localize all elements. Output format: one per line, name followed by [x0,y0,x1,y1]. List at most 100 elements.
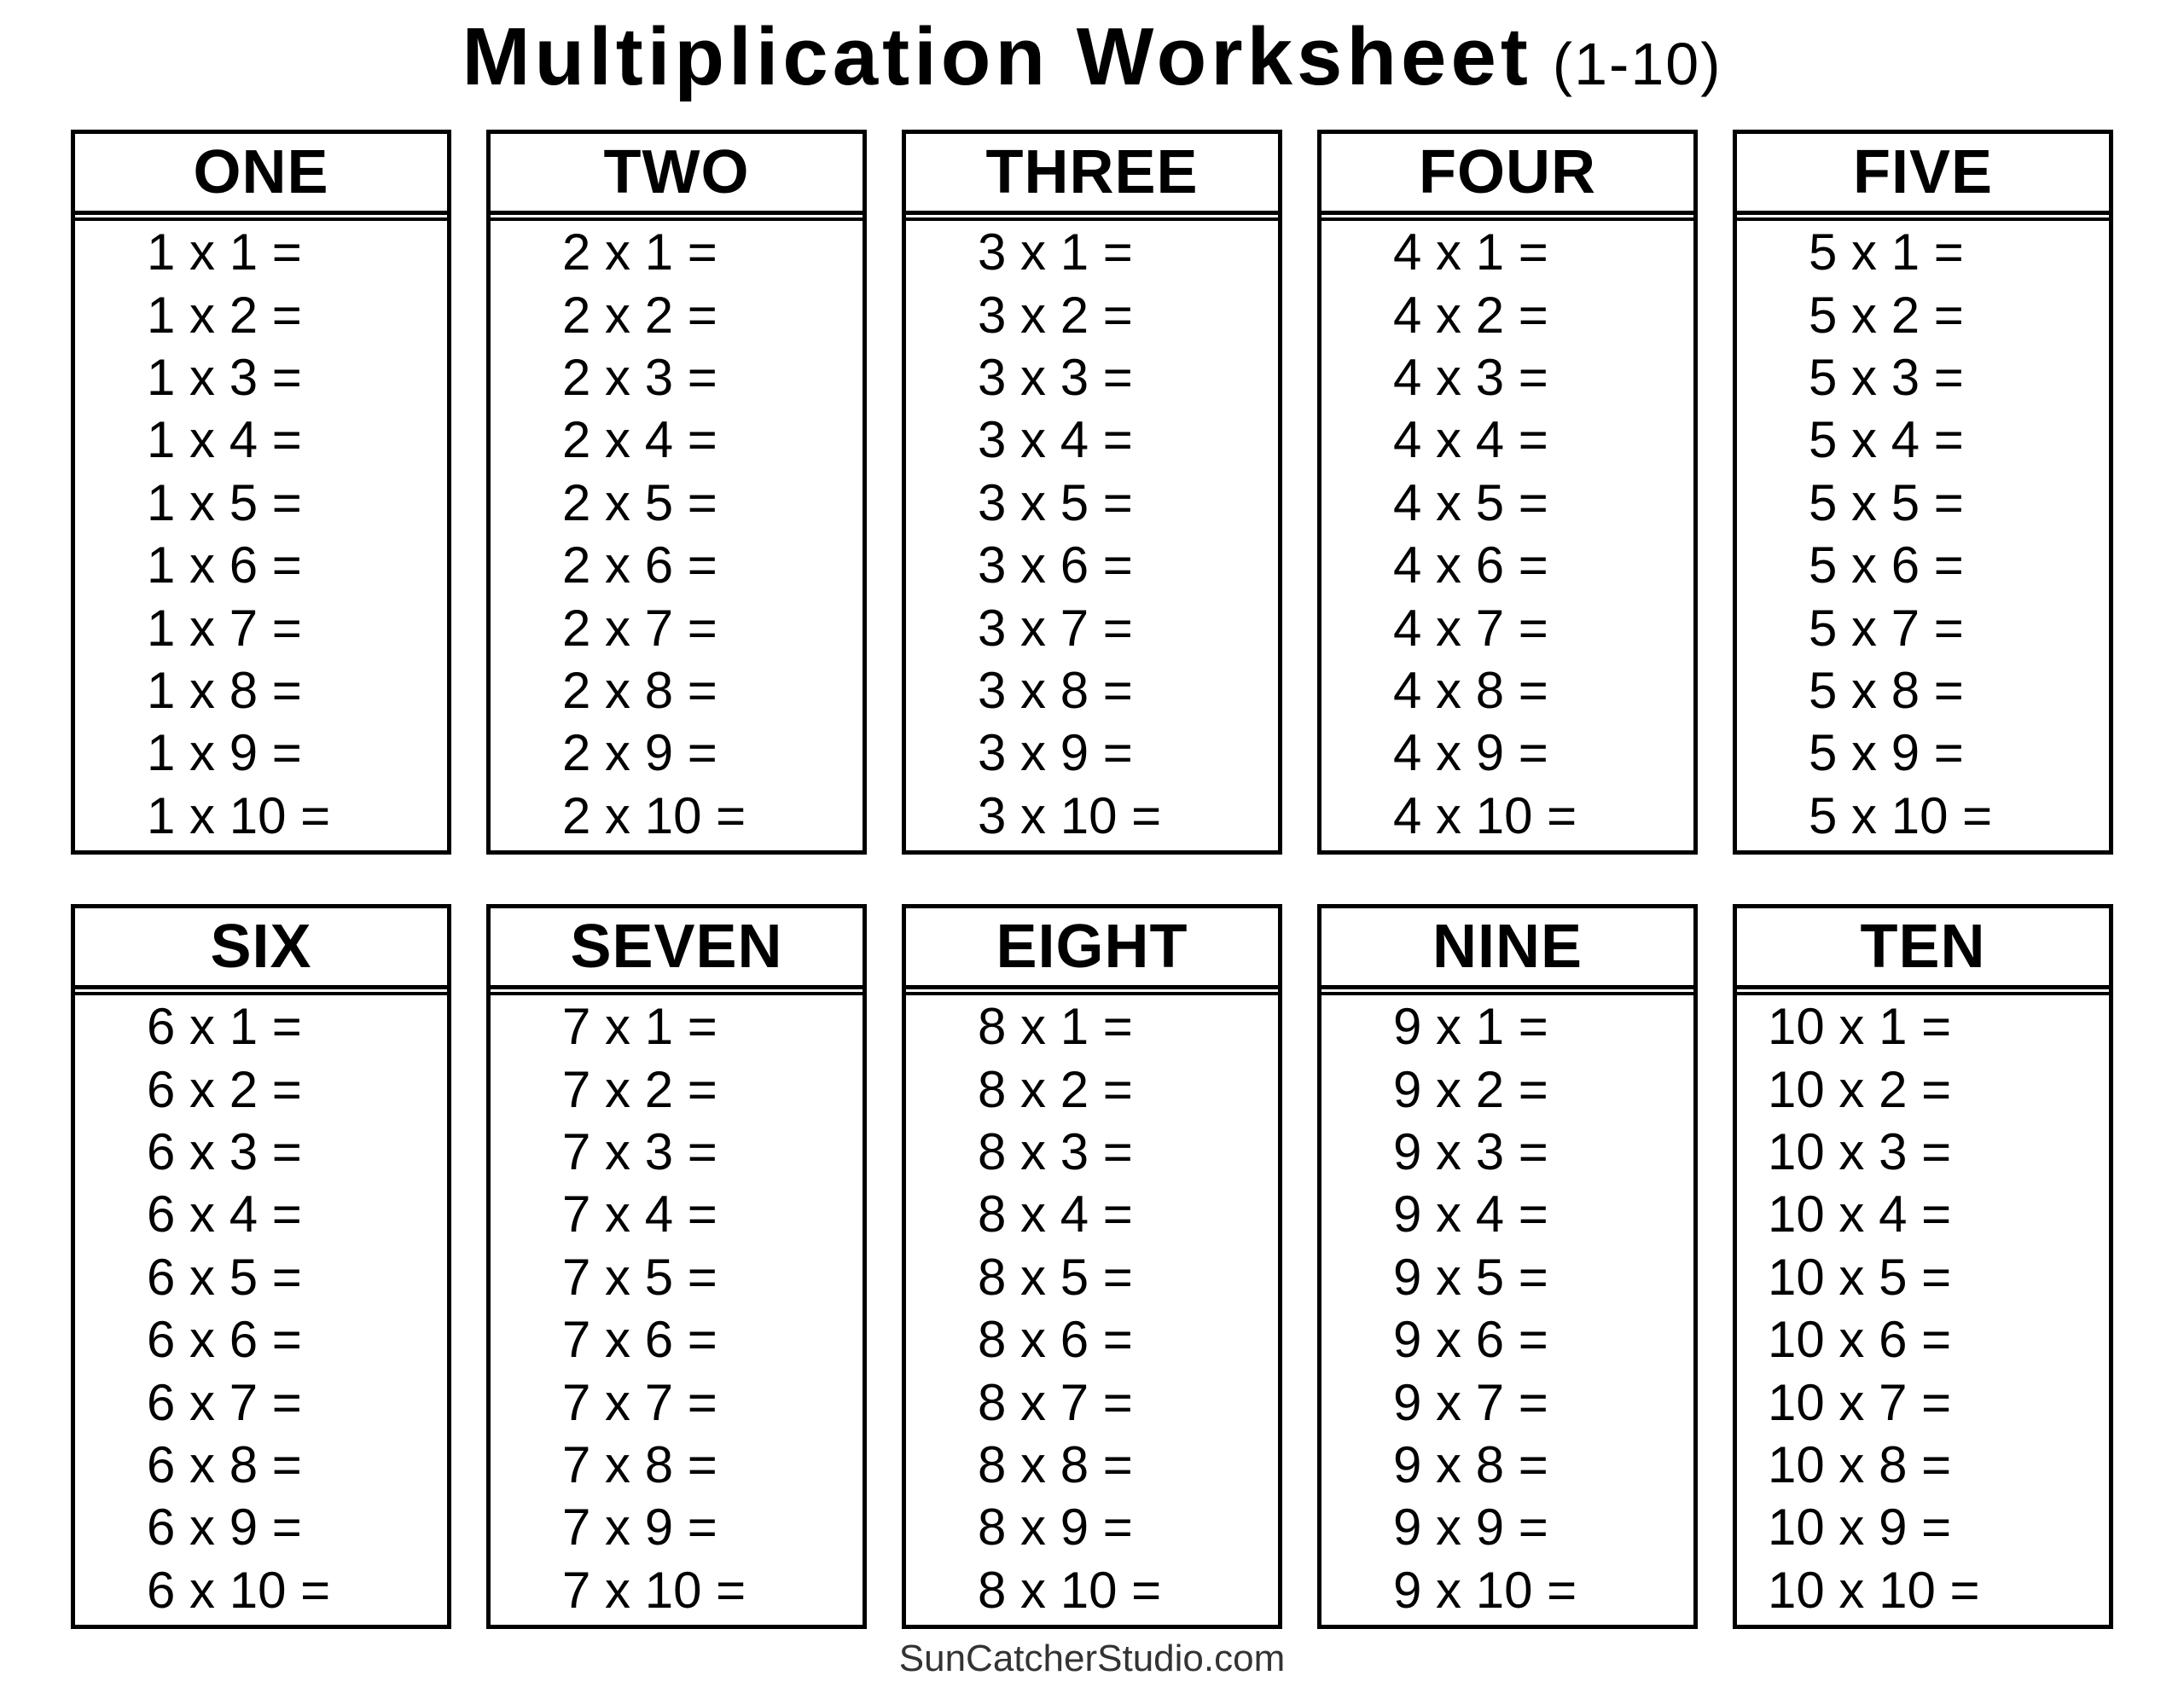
table-body: 3 x 1 = 3 x 2 = 3 x 3 = 3 x 4 = 3 x 5 = 3 x 6… [906,217,1278,847]
table-row: 9 x 6 = [1393,1311,1548,1369]
table-row: 5 x 8 = [1809,662,1964,720]
table-row: 9 x 1 = [1393,998,1548,1056]
table-row: 4 x 6 = [1393,536,1548,594]
table-row: 1 x 9 = [147,724,302,782]
times-table: TEN 10 x 1 = 10 x 2 = 10 x 3 = 10 x 4 = 10 x… [1733,904,2113,1629]
table-body: 10 x 1 = 10 x 2 = 10 x 3 = 10 x 4 = 10 x 5 =… [1737,992,2109,1621]
tables-grid: ONE 1 x 1 = 1 x 2 = 1 x 3 = 1 x 4 = 1 x 5 = 1… [71,130,2113,1629]
table-row: 10 x 1 = [1768,998,1952,1056]
table-header: TEN [1737,908,2109,989]
table-row: 10 x 9 = [1768,1499,1952,1557]
table-header: TWO [491,134,863,215]
table-row: 6 x 6 = [147,1311,302,1369]
table-row: 9 x 5 = [1393,1248,1548,1306]
table-row: 2 x 1 = [562,223,717,281]
times-table: FIVE 5 x 1 = 5 x 2 = 5 x 3 = 5 x 4 = 5 x 5 =… [1733,130,2113,855]
table-row: 5 x 3 = [1809,349,1964,407]
table-row: 1 x 7 = [147,599,302,657]
table-header: SEVEN [491,908,863,989]
table-row: 7 x 5 = [562,1248,717,1306]
footer-credit: SunCatcherStudio.com [898,1638,1286,1679]
table-row: 4 x 8 = [1393,662,1548,720]
table-row: 3 x 7 = [978,599,1133,657]
table-row: 5 x 7 = [1809,599,1964,657]
table-row: 10 x 8 = [1768,1436,1952,1494]
table-row: 10 x 4 = [1768,1186,1952,1244]
times-table: THREE 3 x 1 = 3 x 2 = 3 x 3 = 3 x 4 = 3 x 5 … [902,130,1282,855]
table-body: 1 x 1 = 1 x 2 = 1 x 3 = 1 x 4 = 1 x 5 = 1 x 6… [75,217,447,847]
table-row: 5 x 9 = [1809,724,1964,782]
times-table: FOUR 4 x 1 = 4 x 2 = 4 x 3 = 4 x 4 = 4 x 5 =… [1317,130,1698,855]
table-row: 5 x 2 = [1809,286,1964,344]
table-row: 6 x 8 = [147,1436,302,1494]
table-row: 9 x 3 = [1393,1123,1548,1181]
table-row: 9 x 7 = [1393,1373,1548,1431]
table-row: 8 x 5 = [978,1248,1133,1306]
table-row: 3 x 9 = [978,724,1133,782]
table-row: 10 x 7 = [1768,1373,1952,1431]
table-row: 6 x 9 = [147,1499,302,1557]
table-row: 7 x 4 = [562,1186,717,1244]
table-row: 8 x 8 = [978,1436,1133,1494]
table-row: 7 x 7 = [562,1373,717,1431]
table-row: 9 x 2 = [1393,1060,1548,1118]
table-header: ONE [75,134,447,215]
table-body: 2 x 1 = 2 x 2 = 2 x 3 = 2 x 4 = 2 x 5 = 2 x 6… [491,217,863,847]
table-row: 3 x 3 = [978,349,1133,407]
table-row: 7 x 1 = [562,998,717,1056]
times-table: TWO 2 x 1 = 2 x 2 = 2 x 3 = 2 x 4 = 2 x 5 = 2… [486,130,867,855]
table-header: EIGHT [906,908,1278,989]
table-body: 4 x 1 = 4 x 2 = 4 x 3 = 4 x 4 = 4 x 5 = 4 x 6… [1321,217,1693,847]
table-body: 7 x 1 = 7 x 2 = 7 x 3 = 7 x 4 = 7 x 5 = 7 x 6… [491,992,863,1621]
table-row: 8 x 2 = [978,1060,1133,1118]
table-row: 3 x 5 = [978,473,1133,531]
table-row: 1 x 1 = [147,223,302,281]
table-row: 2 x 2 = [562,286,717,344]
table-body: 5 x 1 = 5 x 2 = 5 x 3 = 5 x 4 = 5 x 5 = 5 x 6… [1737,217,2109,847]
table-row: 10 x 3 = [1768,1123,1952,1181]
table-row: 7 x 10 = [562,1561,746,1619]
table-row: 9 x 8 = [1393,1436,1548,1494]
table-row: 7 x 3 = [562,1123,717,1181]
table-row: 8 x 10 = [978,1561,1162,1619]
table-row: 8 x 4 = [978,1186,1133,1244]
table-row: 9 x 4 = [1393,1186,1548,1244]
title-range: (1-10) [1552,31,1722,97]
table-row: 3 x 4 = [978,411,1133,469]
times-table: EIGHT 8 x 1 = 8 x 2 = 8 x 3 = 8 x 4 = 8 x 5 … [902,904,1282,1629]
table-row: 4 x 5 = [1393,473,1548,531]
table-row: 1 x 4 = [147,411,302,469]
table-row: 2 x 10 = [562,786,746,844]
table-row: 3 x 1 = [978,223,1133,281]
table-row: 3 x 2 = [978,286,1133,344]
table-row: 2 x 5 = [562,473,717,531]
table-row: 8 x 1 = [978,998,1133,1056]
times-table: SEVEN 7 x 1 = 7 x 2 = 7 x 3 = 7 x 4 = 7 x 5 … [486,904,867,1629]
table-row: 6 x 1 = [147,998,302,1056]
table-row: 6 x 7 = [147,1373,302,1431]
table-body: 9 x 1 = 9 x 2 = 9 x 3 = 9 x 4 = 9 x 5 = 9 x 6… [1321,992,1693,1621]
table-row: 9 x 9 = [1393,1499,1548,1557]
table-row: 10 x 5 = [1768,1248,1952,1306]
table-row: 7 x 2 = [562,1060,717,1118]
times-table: ONE 1 x 1 = 1 x 2 = 1 x 3 = 1 x 4 = 1 x 5 = 1… [71,130,451,855]
table-row: 5 x 4 = [1809,411,1964,469]
table-body: 6 x 1 = 6 x 2 = 6 x 3 = 6 x 4 = 6 x 5 = 6 x 6… [75,992,447,1621]
table-row: 4 x 10 = [1393,786,1577,844]
tables-row-bottom: SIX 6 x 1 = 6 x 2 = 6 x 3 = 6 x 4 = 6 x 5 = 6… [71,904,2113,1629]
table-row: 6 x 2 = [147,1060,302,1118]
table-row: 8 x 3 = [978,1123,1133,1181]
table-row: 1 x 6 = [147,536,302,594]
table-row: 3 x 6 = [978,536,1133,594]
table-row: 2 x 7 = [562,599,717,657]
title-text: Multiplication Worksheet [462,11,1532,102]
table-row: 4 x 2 = [1393,286,1548,344]
table-row: 4 x 1 = [1393,223,1548,281]
table-header: FOUR [1321,134,1693,215]
table-row: 7 x 8 = [562,1436,717,1494]
table-header: FIVE [1737,134,2109,215]
table-row: 2 x 8 = [562,662,717,720]
table-row: 8 x 9 = [978,1499,1133,1557]
table-row: 5 x 1 = [1809,223,1964,281]
